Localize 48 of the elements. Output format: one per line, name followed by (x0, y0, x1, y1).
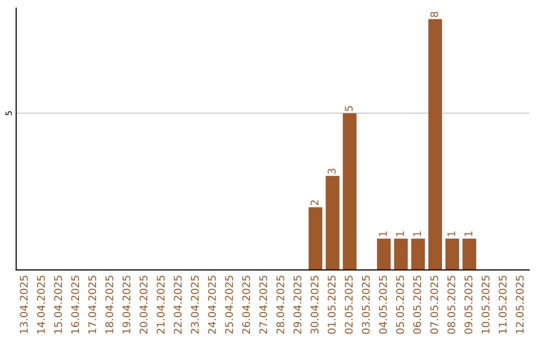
bar (342, 113, 356, 270)
data-label: 2 (310, 200, 318, 206)
x-tick-label: 10.05.2025 (482, 276, 490, 334)
x-tick-label: 22.04.2025 (174, 276, 182, 334)
x-tick-label: 02.05.2025 (344, 276, 353, 334)
bar (326, 176, 340, 270)
x-tick-label: 18.04.2025 (105, 276, 114, 334)
bar (411, 238, 425, 270)
x-tick-label: 29.04.2025 (293, 276, 302, 334)
x-tick-label: 03.05.2025 (362, 276, 370, 334)
x-tick-label: 21.04.2025 (156, 276, 165, 334)
x-tick-label: 11.05.2025 (498, 276, 507, 334)
x-tick-label: 06.05.2025 (413, 276, 422, 334)
bar (462, 238, 476, 270)
x-tick-label: 04.05.2025 (378, 276, 387, 334)
x-tick-label: 25.04.2025 (225, 276, 233, 334)
data-label: 5 (344, 106, 353, 111)
x-tick-label: 28.04.2025 (276, 276, 284, 334)
bar (377, 238, 391, 270)
x-tick-label: 24.04.2025 (208, 276, 216, 334)
x-tick-label: 27.04.2025 (259, 276, 268, 334)
x-tick-label: 09.05.2025 (464, 276, 472, 334)
x-tick-label: 16.04.2025 (71, 276, 80, 334)
x-tick-label: 23.04.2025 (190, 276, 199, 334)
x-tick-label: 08.05.2025 (447, 276, 456, 334)
data-label: 1 (464, 232, 472, 236)
bar (308, 207, 322, 270)
x-tick-label: 13.04.2025 (20, 276, 28, 334)
data-label: 8 (430, 12, 438, 18)
x-tick-label: 26.04.2025 (242, 276, 250, 334)
bar (428, 19, 442, 270)
x-tick-label: 20.04.2025 (140, 276, 148, 334)
data-label: 3 (328, 168, 336, 174)
x-tick-label: 14.04.2025 (36, 276, 45, 334)
data-label: 1 (448, 232, 456, 236)
x-tick-label: 05.05.2025 (396, 276, 404, 334)
x-tick-label: 07.05.2025 (430, 276, 438, 334)
data-label: 1 (396, 232, 404, 236)
x-tick-label: 12.05.2025 (516, 276, 524, 334)
data-label: 1 (413, 232, 421, 236)
x-tick-label: 30.04.2025 (310, 276, 318, 334)
x-tick-label: 19.04.2025 (122, 276, 130, 334)
bar (445, 238, 460, 270)
data-label: 1 (379, 232, 387, 236)
x-tick-label: 01.05.2025 (328, 276, 336, 334)
x-tick-label: 15.04.2025 (54, 276, 62, 334)
x-tick-label: 17.04.2025 (88, 276, 96, 334)
bar (394, 238, 408, 270)
